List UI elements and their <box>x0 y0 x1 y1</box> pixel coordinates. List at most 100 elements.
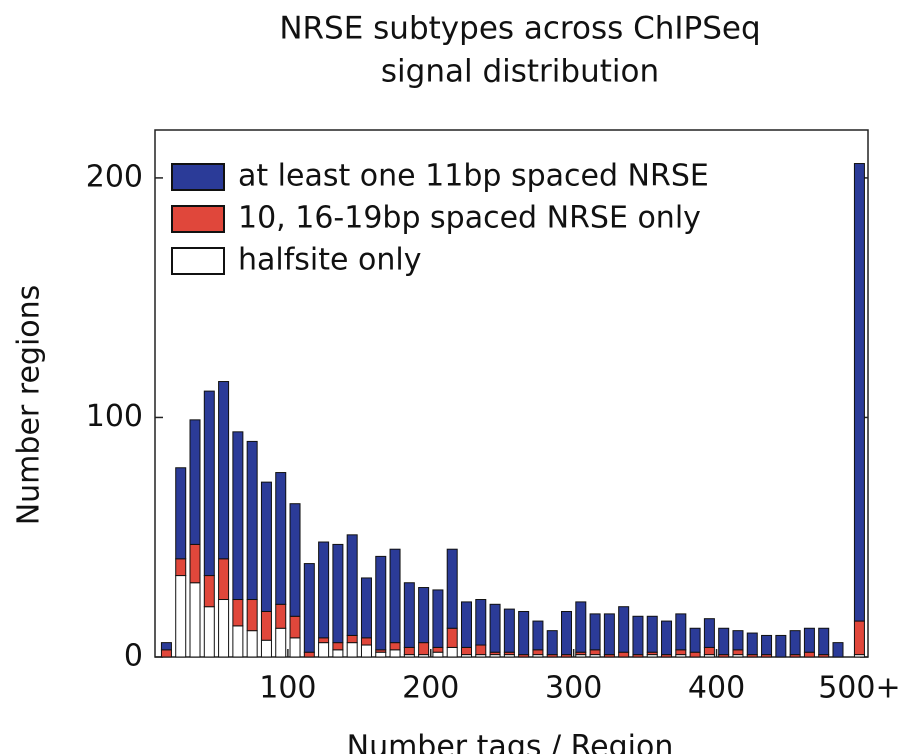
bar-segment <box>603 613 615 656</box>
legend-swatch <box>171 163 225 191</box>
bar-segment <box>203 390 215 577</box>
bar-segment <box>275 472 287 605</box>
x-tick-label: 500+ <box>818 671 900 706</box>
bar-segment <box>246 630 258 658</box>
x-tick-label: 400 <box>688 671 745 706</box>
bar-segment <box>332 543 344 644</box>
legend-label: halfsite only <box>238 243 421 278</box>
bar-segment <box>189 543 201 584</box>
bar-segment <box>303 563 315 653</box>
bar-segment <box>532 649 544 656</box>
bar-segment <box>232 431 244 601</box>
bar-segment <box>203 606 215 658</box>
bar-segment <box>360 644 372 658</box>
x-tick-label: 200 <box>402 671 459 706</box>
bar-segment <box>418 587 430 644</box>
bar-segment <box>589 649 601 656</box>
bar-segment <box>575 601 587 653</box>
bar-segment <box>346 634 358 644</box>
bar-segment <box>732 649 744 656</box>
bar-segment <box>853 620 865 656</box>
legend-label: at least one 11bp spaced NRSE <box>238 159 709 194</box>
bar-segment <box>853 163 865 622</box>
bar-segment <box>746 632 758 656</box>
bar-segment <box>403 582 415 648</box>
bar-segment <box>689 651 701 658</box>
bar-segment <box>446 548 458 629</box>
y-tick-label: 100 <box>86 399 143 434</box>
bar-segment <box>460 601 472 648</box>
bar-segment <box>260 610 272 641</box>
bar-segment <box>489 603 501 653</box>
legend-swatch <box>171 205 225 233</box>
bar-segment <box>218 599 230 658</box>
bar-segment <box>189 419 201 545</box>
bar-segment <box>160 642 172 651</box>
bar-segment <box>646 615 658 653</box>
bar-segment <box>232 599 244 627</box>
bar-segment <box>832 642 844 658</box>
bar-segment <box>432 589 444 648</box>
x-tick-label: 300 <box>545 671 602 706</box>
bar-segment <box>318 637 330 644</box>
bar-segment <box>475 644 487 656</box>
bar-segment <box>175 467 187 560</box>
bar-segment <box>332 649 344 658</box>
bar-segment <box>360 577 372 639</box>
y-tick-label: 0 <box>124 639 143 674</box>
bar-segment <box>761 634 773 656</box>
bar-segment <box>318 541 330 639</box>
bar-segment <box>618 606 630 653</box>
legend-label: 10, 16-19bp spaced NRSE only <box>238 201 701 236</box>
bar-segment <box>389 642 401 651</box>
bar-segment <box>446 627 458 648</box>
bar-segment <box>503 608 515 653</box>
bar-segment <box>546 630 558 656</box>
bar-segment <box>232 625 244 658</box>
bar-segment <box>803 627 815 653</box>
bar-segment <box>618 651 630 658</box>
bar-segment <box>561 610 573 656</box>
bar-segment <box>432 651 444 658</box>
x-axis-label: Number tags / Region <box>347 730 674 754</box>
y-tick-label: 200 <box>86 159 143 194</box>
bar-segment <box>532 620 544 651</box>
bar-segment <box>675 613 687 651</box>
bar-segment <box>775 634 787 658</box>
bar-segment <box>818 627 830 656</box>
bar-segment <box>460 646 472 656</box>
bar-segment <box>246 440 258 601</box>
bar-segment <box>661 620 673 656</box>
bar-segment <box>203 575 215 608</box>
bar-segment <box>375 651 387 658</box>
bar-segment <box>703 618 715 648</box>
bar-segment <box>218 381 230 560</box>
bar-segment <box>518 610 530 656</box>
bar-segment <box>418 642 430 656</box>
bar-segment <box>703 646 715 656</box>
bar-segment <box>260 639 272 658</box>
bar-segment <box>218 558 230 601</box>
bar-segment <box>275 603 287 629</box>
x-tick-label: 100 <box>259 671 316 706</box>
bar-segment <box>160 649 172 658</box>
bar-segment <box>175 575 187 658</box>
bar-segment <box>375 555 387 651</box>
bar-segment <box>346 534 358 636</box>
bar-segment <box>389 548 401 644</box>
bar-segment <box>289 615 301 639</box>
bar-segment <box>275 627 287 658</box>
bar-segment <box>675 649 687 656</box>
bar-segment <box>246 599 258 632</box>
bar-segment <box>689 627 701 653</box>
bar-segment <box>732 630 744 651</box>
bar-segment <box>289 637 301 658</box>
bar-segment <box>389 649 401 658</box>
chart-title: NRSE subtypes across ChIPSeq <box>279 11 760 47</box>
bar-segment <box>303 651 315 658</box>
bar-segment <box>403 646 415 656</box>
bar-segment <box>346 642 358 658</box>
bar-segment <box>718 627 730 656</box>
chart-title: signal distribution <box>381 54 659 90</box>
